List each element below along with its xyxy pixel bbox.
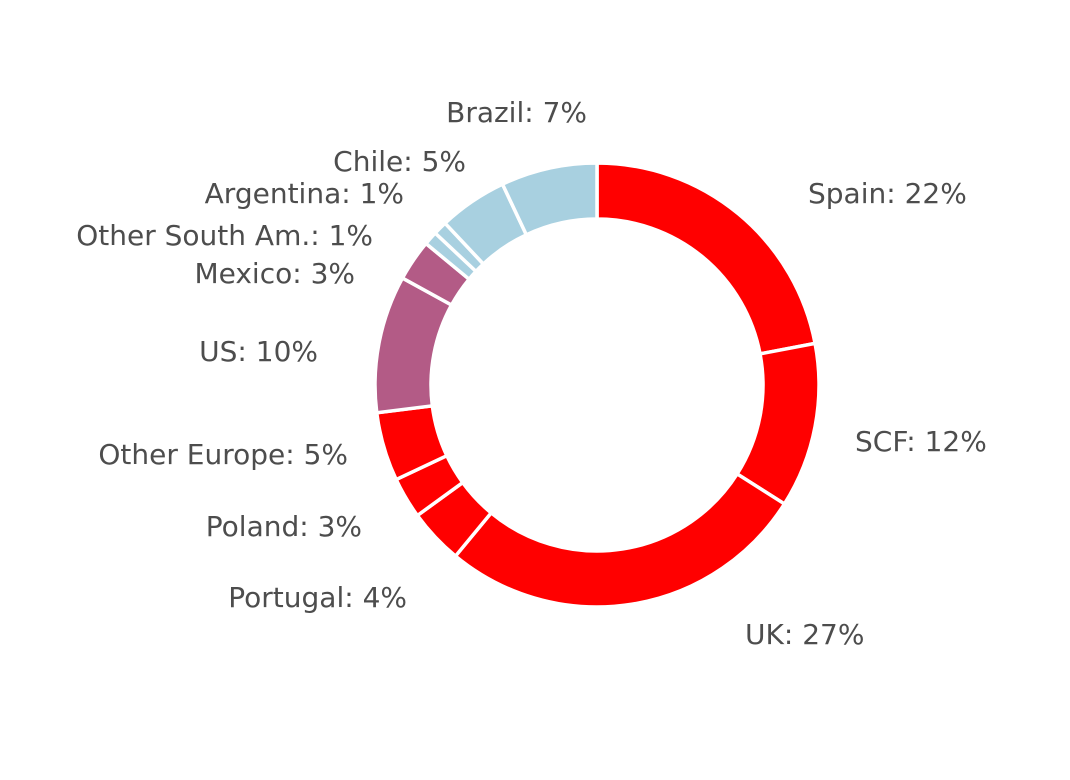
- label-us: US: 10%: [199, 335, 318, 368]
- label-other-south-am: Other South Am.: 1%: [76, 219, 373, 252]
- label-scf: SCF: 12%: [855, 425, 987, 458]
- label-poland: Poland: 3%: [206, 510, 362, 543]
- labels-layer: Spain: 22% SCF: 12% UK: 27% Portugal: 4% Pol…: [76, 96, 987, 651]
- label-argentina: Argentina: 1%: [205, 177, 404, 210]
- label-other-europe: Other Europe: 5%: [98, 438, 348, 471]
- slices-layer: [373, 161, 821, 609]
- label-chile: Chile: 5%: [333, 145, 466, 178]
- label-portugal: Portugal: 4%: [228, 581, 407, 614]
- slice-brazil: [500, 161, 599, 238]
- label-spain: Spain: 22%: [808, 177, 967, 210]
- label-brazil: Brazil: 7%: [446, 96, 587, 129]
- label-mexico: Mexico: 3%: [194, 257, 355, 290]
- slice-uk: [453, 471, 787, 609]
- label-uk: UK: 27%: [745, 618, 864, 651]
- slice-spain: [595, 161, 818, 356]
